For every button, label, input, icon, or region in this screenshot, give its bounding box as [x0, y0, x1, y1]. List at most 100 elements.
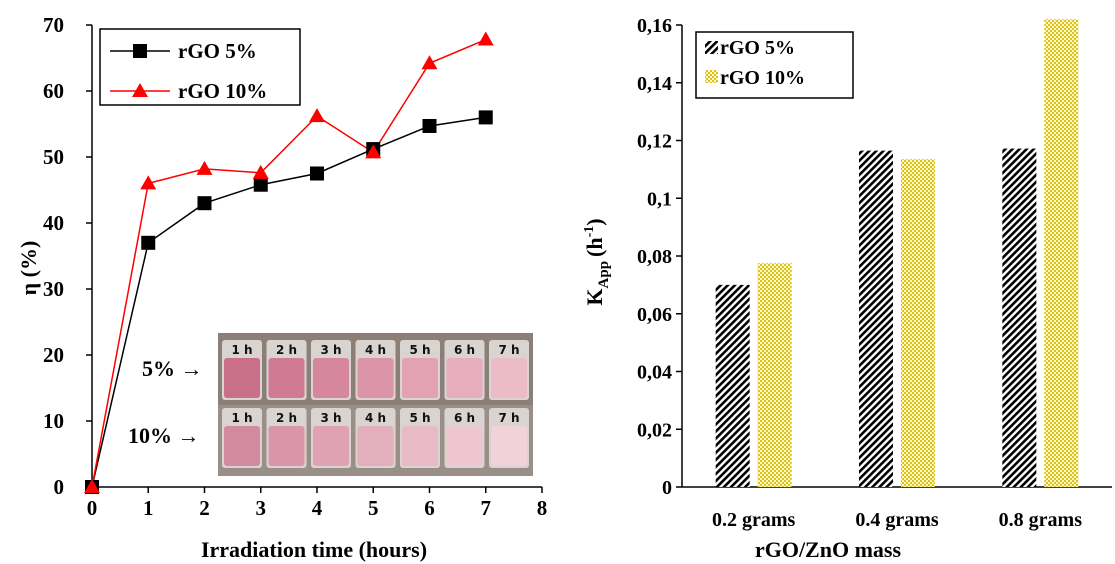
x-tick-label: 7 — [481, 496, 492, 520]
bar-chart-ticks: 0 0,02 0,04 0,06 0,08 0,1 0,12 0,14 0,16 0.2 gram… — [637, 15, 1082, 531]
vial-label: 2 h — [276, 411, 297, 425]
y-tick-label: 0,08 — [637, 246, 672, 268]
vial-liquid — [446, 358, 483, 398]
vials-inset-photo: 1 h 1 h 2 h 2 h 3 h 3 h 4 h 4 h 5 h 5 h 6 h 6 h 7 h 7… — [218, 333, 533, 476]
x-category-label: 0.4 grams — [855, 509, 939, 531]
bar-rgo10 — [757, 263, 792, 487]
y-label-unit: (h — [582, 237, 607, 257]
bar-chart-bars — [715, 19, 1079, 488]
bar-chart-legend: rGO 5% rGO 10% — [695, 31, 854, 99]
y-tick-label: 0,16 — [637, 15, 672, 37]
y-tick-label: 70 — [43, 13, 64, 37]
bar-legend-label-rgo5: rGO 5% — [720, 37, 795, 59]
x-tick-label: 6 — [424, 496, 435, 520]
line-chart: 0 1 2 3 4 5 6 7 8 0 10 20 30 40 50 60 70 1 h 1 h 2 h 2 h 3 h… — [16, 13, 547, 562]
y-tick-label: 50 — [43, 145, 64, 169]
data-point-rgo10 — [140, 175, 157, 190]
vial-group: 1 h 1 h 2 h 2 h 3 h 3 h 4 h 4 h 5 h 5 h 6 h 6 h 7 h 7… — [222, 340, 529, 468]
data-point-rgo10 — [421, 55, 438, 70]
bar-rgo10 — [1044, 19, 1079, 487]
x-tick-label: 2 — [199, 496, 210, 520]
vial-liquid — [268, 358, 305, 398]
bar-rgo5 — [859, 150, 893, 487]
data-point-rgo10 — [196, 160, 213, 175]
vial-label: 5 h — [409, 411, 430, 425]
vial-label: 3 h — [320, 411, 341, 425]
y-tick-label: 0 — [54, 475, 65, 499]
vial-label: 6 h — [454, 411, 475, 425]
vial-liquid — [313, 358, 349, 398]
x-tick-label: 5 — [368, 496, 379, 520]
legend-label-rgo5: rGO 5% — [178, 39, 257, 63]
line-chart-x-axis-label: Irradiation time (hours) — [201, 537, 427, 562]
legend-checker-swatch — [705, 70, 718, 83]
x-category-label: 0.2 grams — [712, 509, 796, 531]
y-tick-label: 0,06 — [637, 304, 672, 326]
x-tick-label: 3 — [256, 496, 267, 520]
y-tick-label: 30 — [43, 277, 64, 301]
data-point-rgo10 — [309, 108, 325, 123]
vial-liquid — [402, 426, 438, 466]
y-tick-label: 20 — [43, 343, 64, 367]
data-point-rgo5 — [197, 196, 212, 211]
y-tick-label: 60 — [43, 79, 64, 103]
line-chart-series — [84, 31, 494, 494]
y-label-k: K — [582, 288, 607, 305]
vial-label: 4 h — [365, 411, 386, 425]
y-label-superscript: -1 — [582, 226, 597, 238]
vial-label: 1 h — [231, 411, 252, 425]
y-tick-label: 0,14 — [637, 73, 672, 95]
legend-triangle-marker-icon — [132, 83, 148, 97]
y-tick-label: 0,1 — [647, 188, 672, 210]
vial-label: 6 h — [454, 343, 475, 357]
svg-text:KApp(h-1): KApp (h-1) — [582, 218, 612, 305]
data-point-rgo5 — [478, 110, 493, 125]
vial-liquid — [491, 426, 527, 466]
legend-label-rgo10: rGO 10% — [178, 79, 267, 103]
y-tick-label: 0,02 — [637, 419, 672, 441]
x-tick-label: 0 — [87, 496, 98, 520]
vial-label: 2 h — [276, 343, 297, 357]
vial-label: 5 h — [409, 343, 430, 357]
bar-rgo5 — [715, 284, 750, 487]
vial-label: 7 h — [498, 411, 519, 425]
vial-label: 7 h — [498, 343, 519, 357]
x-tick-label: 8 — [537, 496, 548, 520]
vial-liquid — [224, 426, 260, 466]
vial-liquid — [446, 426, 483, 466]
data-point-rgo10 — [477, 31, 494, 46]
line-chart-legend: rGO 5% rGO 10% — [99, 28, 301, 106]
bar-chart-x-axis-label: rGO/ZnO mass — [755, 537, 902, 562]
data-point-rgo5 — [253, 177, 268, 192]
line-chart-ticks: 0 1 2 3 4 5 6 7 8 0 10 20 30 40 50 60 70 — [43, 13, 547, 520]
y-label-close: ) — [582, 218, 607, 225]
legend-square-marker-icon — [133, 44, 147, 58]
vial-label: 4 h — [365, 343, 386, 357]
bar-chart-y-axis-label: KApp (h-1) — [582, 218, 612, 305]
legend-hatch-swatch — [705, 41, 718, 54]
y-tick-label: 0 — [662, 477, 672, 499]
series-line-rgo5 — [91, 116, 486, 488]
bar-chart: 0 0,02 0,04 0,06 0,08 0,1 0,12 0,14 0,16 0.2 gram… — [582, 15, 1112, 562]
data-point-rgo5 — [141, 235, 156, 250]
x-tick-label: 1 — [143, 496, 154, 520]
y-tick-label: 0,12 — [637, 131, 672, 153]
vial-label: 1 h — [231, 343, 252, 357]
vial-liquid — [224, 358, 260, 398]
inset-row-label-5: 5% → — [142, 356, 203, 381]
bar-rgo5 — [1002, 148, 1037, 487]
vial-liquid — [268, 426, 305, 466]
data-point-rgo10 — [252, 164, 269, 179]
y-tick-label: 40 — [43, 211, 64, 235]
data-point-rgo5 — [422, 118, 437, 133]
series-line-rgo10 — [91, 38, 487, 488]
vial-liquid — [357, 358, 394, 398]
vial-liquid — [313, 426, 349, 466]
data-point-rgo10 — [84, 479, 100, 493]
y-tick-label: 0,04 — [637, 362, 672, 384]
vial-liquid — [402, 358, 438, 398]
data-point-rgo5 — [310, 166, 324, 181]
inset-row-label-10: 10% → — [128, 423, 200, 448]
y-tick-label: 10 — [43, 409, 64, 433]
